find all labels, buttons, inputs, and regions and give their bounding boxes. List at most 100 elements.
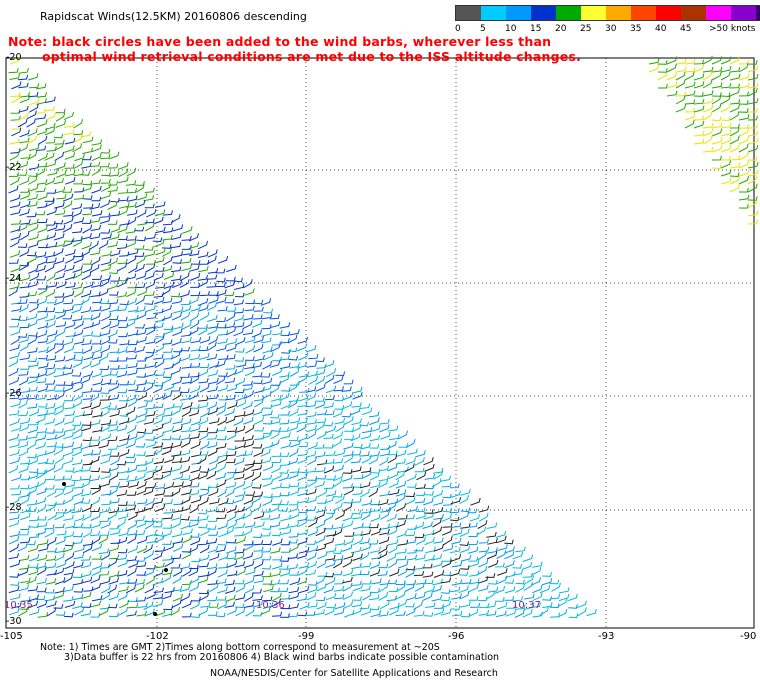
scale-swatch: [531, 6, 556, 20]
wind-barb: [325, 560, 336, 568]
color-scale-bar: [455, 5, 760, 21]
wind-barb: [190, 283, 201, 288]
wind-barb: [54, 489, 65, 498]
wind-barb: [549, 593, 561, 600]
wind-barb: [199, 336, 211, 344]
wind-barb: [414, 457, 425, 466]
wind-barb: [146, 313, 157, 320]
wind-barb: [361, 470, 372, 480]
wind-barb: [37, 612, 49, 618]
wind-barb: [278, 523, 290, 530]
wind-barb: [289, 577, 301, 586]
wind-barb: [542, 596, 552, 601]
wind-barb: [729, 123, 740, 129]
wind-barb: [189, 374, 200, 385]
wind-barb: [180, 353, 191, 362]
wind-barb: [521, 562, 533, 570]
wind-barb: [126, 354, 137, 360]
wind-barb: [379, 528, 390, 536]
wind-barb: [504, 539, 514, 545]
wind-barb: [478, 538, 489, 544]
wind-barb: [315, 451, 326, 458]
wind-barb: [74, 545, 85, 553]
wind-barb: [99, 577, 111, 585]
wind-barb: [29, 83, 40, 89]
wind-barb: [414, 610, 425, 617]
wind-barb: [289, 367, 300, 377]
wind-barb: [91, 535, 101, 545]
wind-barb: [209, 417, 220, 424]
wind-barb: [326, 509, 336, 515]
wind-barb: [207, 369, 219, 377]
wind-barb: [46, 336, 57, 345]
wind-barb: [225, 354, 236, 360]
wind-barb: [684, 58, 696, 65]
wind-barb: [386, 440, 397, 450]
wind-barb: [298, 371, 310, 378]
wind-barb: [271, 598, 281, 608]
wind-barb: [80, 289, 92, 298]
wind-barb: [38, 286, 48, 296]
wind-barb: [189, 575, 200, 585]
wind-barb: [226, 344, 237, 352]
wind-barb: [297, 567, 308, 576]
wind-barb: [515, 583, 525, 593]
wind-barb: [226, 384, 238, 392]
wind-barb: [441, 482, 452, 488]
wind-barb: [63, 211, 74, 217]
wind-barb: [530, 577, 541, 586]
wind-barb: [335, 371, 346, 377]
wind-barb: [729, 66, 741, 73]
wind-barb: [389, 568, 400, 577]
wind-barb: [46, 607, 57, 617]
wind-barb: [460, 488, 471, 496]
wind-barb: [747, 73, 759, 81]
wind-barb: [81, 360, 92, 370]
wind-barb: [20, 153, 31, 159]
wind-barb: [28, 218, 39, 226]
wind-barb: [35, 167, 46, 177]
wind-barb: [65, 176, 76, 185]
wind-barb: [729, 83, 741, 89]
wind-barb: [163, 491, 174, 497]
wind-barb: [181, 550, 192, 560]
wind-barb: [433, 543, 444, 552]
wind-barb: [153, 216, 164, 225]
wind-barb: [62, 456, 74, 465]
wind-barb: [125, 346, 137, 353]
wind-barb: [379, 490, 390, 497]
wind-barb: [100, 408, 111, 418]
wind-barb: [81, 576, 93, 584]
wind-barb: [306, 506, 317, 512]
wind-barb: [135, 596, 147, 602]
wind-barb: [198, 346, 209, 352]
wind-barb: [252, 491, 264, 498]
wind-barb: [126, 491, 137, 496]
wind-barb: [63, 487, 74, 496]
wind-barb: [323, 524, 334, 530]
wind-barb: [226, 512, 237, 522]
wind-barb: [118, 168, 129, 178]
wind-barb: [152, 237, 163, 243]
wind-barb: [29, 408, 40, 417]
wind-barb: [108, 544, 120, 552]
wind-barb: [369, 561, 381, 569]
wind-barb: [135, 181, 145, 186]
wind-barb: [684, 99, 696, 105]
wind-barb: [9, 394, 20, 400]
wind-barb: [342, 502, 353, 512]
wind-barb: [369, 594, 380, 601]
wind-barb: [153, 322, 164, 330]
wind-barb: [181, 264, 192, 272]
wind-barb: [90, 507, 101, 513]
wind-barb: [20, 459, 31, 465]
wind-barb: [407, 448, 418, 455]
wind-barb: [253, 336, 264, 344]
wind-barb: [234, 579, 245, 585]
wind-barb: [432, 489, 444, 498]
wind-barb: [136, 415, 147, 424]
wind-barb: [260, 547, 272, 553]
wind-barb: [29, 532, 40, 538]
wind-barb: [290, 439, 301, 448]
wind-barb: [90, 312, 101, 321]
